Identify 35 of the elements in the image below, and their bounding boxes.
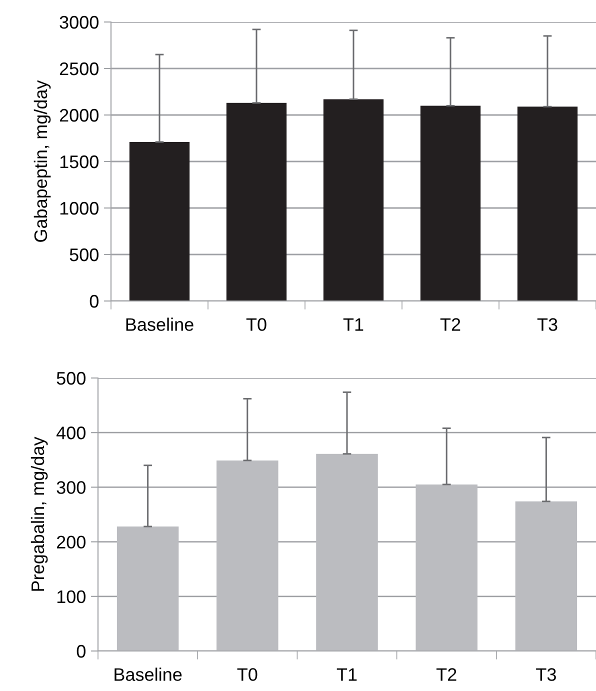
bar <box>116 526 179 651</box>
bar <box>129 142 190 301</box>
x-tick-label: T0 <box>237 668 258 681</box>
y-tick-label: 500 <box>70 248 98 262</box>
y-tick-label: 1000 <box>60 202 98 215</box>
x-tick-label: T1 <box>336 668 357 681</box>
y-tick-label: 500 <box>56 372 86 385</box>
x-tick-label: T3 <box>537 318 558 331</box>
y-tick-label: 0 <box>90 294 98 308</box>
y-tick-label: 1500 <box>60 155 98 168</box>
y-tick-label: 3000 <box>60 16 98 29</box>
x-tick-label: T2 <box>440 318 460 331</box>
y-tick-label: 300 <box>56 481 86 494</box>
bar <box>515 501 578 651</box>
y-tick-label: 400 <box>56 426 86 440</box>
x-tick-label: T0 <box>246 318 266 331</box>
y-tick-label: 2000 <box>60 108 98 122</box>
bar <box>420 106 481 301</box>
y-axis-title: Gabapeptin, mg/day <box>34 80 51 242</box>
y-tick-label: 0 <box>76 644 86 658</box>
y-tick-label: 200 <box>56 536 86 549</box>
y-axis-title: Pregabalin, mg/day <box>30 436 48 591</box>
x-tick-label: T3 <box>536 668 556 681</box>
bar <box>416 484 478 651</box>
x-tick-label: Baseline <box>126 318 194 331</box>
bar <box>226 102 287 301</box>
bar <box>517 106 578 301</box>
bar <box>323 99 384 301</box>
bar <box>316 454 378 651</box>
y-tick-label: 100 <box>57 590 86 604</box>
x-tick-label: Baseline <box>114 668 182 681</box>
bar <box>216 460 278 651</box>
x-tick-label: T1 <box>343 318 364 331</box>
x-tick-label: T2 <box>436 668 456 681</box>
y-tick-label: 2500 <box>60 62 98 76</box>
